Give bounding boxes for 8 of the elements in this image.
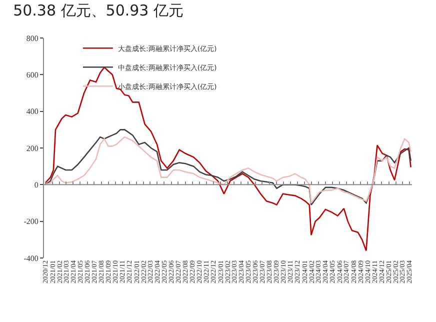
y-tick-label: -200	[24, 217, 38, 226]
y-tick-label: 200	[26, 144, 38, 153]
y-tick-label: 600	[26, 70, 38, 80]
y-tick-label: -400	[24, 254, 38, 263]
y-tick-label: 0	[34, 180, 38, 190]
chart-title: 50.38 亿元、50.93 亿元	[13, 1, 184, 20]
y-tick-label: 800	[26, 34, 38, 43]
y-tick-label: 400	[26, 107, 38, 116]
